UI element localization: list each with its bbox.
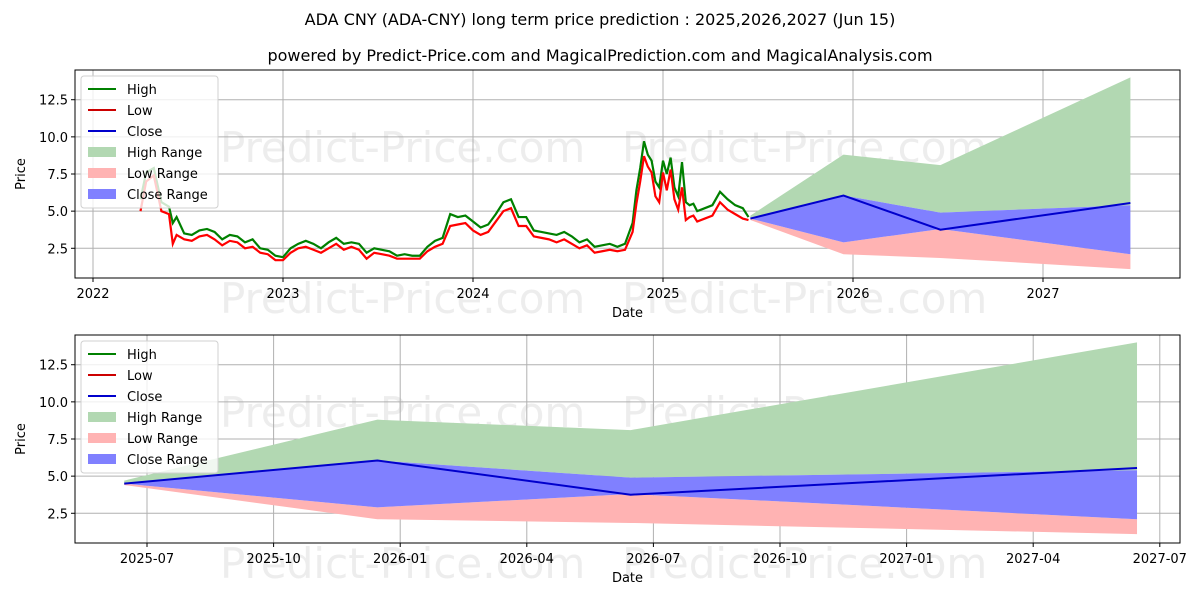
x-tick-label: 2027 [1026, 287, 1059, 302]
x-axis-label: Date [612, 306, 643, 321]
x-tick-label: 2026-10 [753, 552, 807, 567]
y-tick-label: 12.5 [39, 94, 68, 109]
watermark-text: Predict-Price.com [622, 539, 987, 588]
y-tick-label: 7.5 [47, 168, 68, 183]
close-line [750, 194, 1131, 231]
legend-patch-low-range [88, 168, 116, 178]
y-axis: 2.5 5.0 7.5 10.0 12.5 Price [14, 359, 75, 522]
y-tick-label: 2.5 [47, 242, 68, 257]
close-range-area [124, 460, 1138, 520]
x-tick-label: 2023 [266, 287, 299, 302]
high-range-area [124, 342, 1138, 484]
x-axis: 2025-07 2025-10 2026-01 2026-04 2026-07 2026-… [120, 543, 1187, 586]
x-tick-label: 2025-07 [120, 552, 174, 567]
x-tick-label: 2025 [646, 287, 679, 302]
x-tick-label: 2024 [456, 287, 489, 302]
legend-patch-high-range [88, 147, 116, 157]
legend-patch-close-range [88, 189, 116, 199]
plot-area [139, 77, 1131, 270]
legend-label: Close Range [127, 188, 208, 203]
y-axis-label: Price [14, 158, 29, 190]
x-tick-label: 2026 [836, 287, 869, 302]
legend-label: Close [127, 390, 162, 405]
x-axis-label: Date [612, 571, 643, 586]
close-range-area [750, 195, 1131, 255]
low-range-area [124, 483, 1138, 535]
x-tick-label: 2025-10 [246, 552, 300, 567]
close-line [124, 459, 1138, 496]
legend-label: High Range [127, 411, 202, 426]
chart-title: ADA CNY (ADA-CNY) long term price predic… [304, 10, 896, 29]
y-tick-label: 10.0 [39, 131, 68, 146]
x-axis: 2022 2023 2024 2025 2026 2027 Date [76, 278, 1060, 321]
legend-label: Close Range [127, 453, 208, 468]
x-tick-label: 2022 [76, 287, 109, 302]
watermark: Predict-Price.com Predict-Price.com Predic… [220, 123, 987, 323]
low-line [139, 155, 749, 262]
x-tick-label: 2027-04 [1006, 552, 1060, 567]
legend-patch-high-range [88, 412, 116, 422]
y-tick-label: 5.0 [47, 205, 68, 220]
y-tick-label: 7.5 [47, 433, 68, 448]
x-tick-label: 2026-07 [626, 552, 680, 567]
y-axis: 2.5 5.0 7.5 10.0 12.5 Price [14, 94, 75, 257]
legend-patch-low-range [88, 433, 116, 443]
legend-label: Low [127, 104, 153, 119]
panel-top: Predict-Price.com Predict-Price.com Predic… [14, 69, 1181, 323]
legend-label: Low Range [127, 432, 198, 447]
y-tick-label: 10.0 [39, 396, 68, 411]
plot-area [124, 342, 1138, 535]
legend: High Low Close High Range Low Range Close Ran… [80, 340, 219, 474]
chart-subtitle: powered by Predict-Price.com and Magical… [267, 46, 933, 65]
legend-label: Close [127, 125, 162, 140]
x-tick-label: 2026-04 [500, 552, 554, 567]
legend-label: High Range [127, 146, 202, 161]
legend-label: Low Range [127, 167, 198, 182]
x-tick-label: 2026-01 [373, 552, 427, 567]
x-tick-label: 2027-01 [879, 552, 933, 567]
y-tick-label: 12.5 [39, 359, 68, 374]
high-line [139, 141, 750, 259]
legend-label: Low [127, 369, 153, 384]
watermark-text: Predict-Price.com [622, 274, 987, 323]
y-tick-label: 5.0 [47, 470, 68, 485]
legend-patch-close-range [88, 454, 116, 464]
x-tick-label: 2027-07 [1133, 552, 1187, 567]
watermark-text: Predict-Price.com [220, 274, 585, 323]
y-tick-label: 2.5 [47, 507, 68, 522]
high-range-area [750, 77, 1131, 219]
low-range-area [750, 218, 1131, 270]
legend-label: High [127, 83, 157, 98]
legend: High Low Close High Range Low Range Close Ran… [80, 75, 219, 209]
watermark-text: Predict-Price.com [220, 123, 585, 172]
watermark-text: Predict-Price.com [220, 539, 585, 588]
y-axis-label: Price [14, 423, 29, 455]
legend-label: High [127, 348, 157, 363]
